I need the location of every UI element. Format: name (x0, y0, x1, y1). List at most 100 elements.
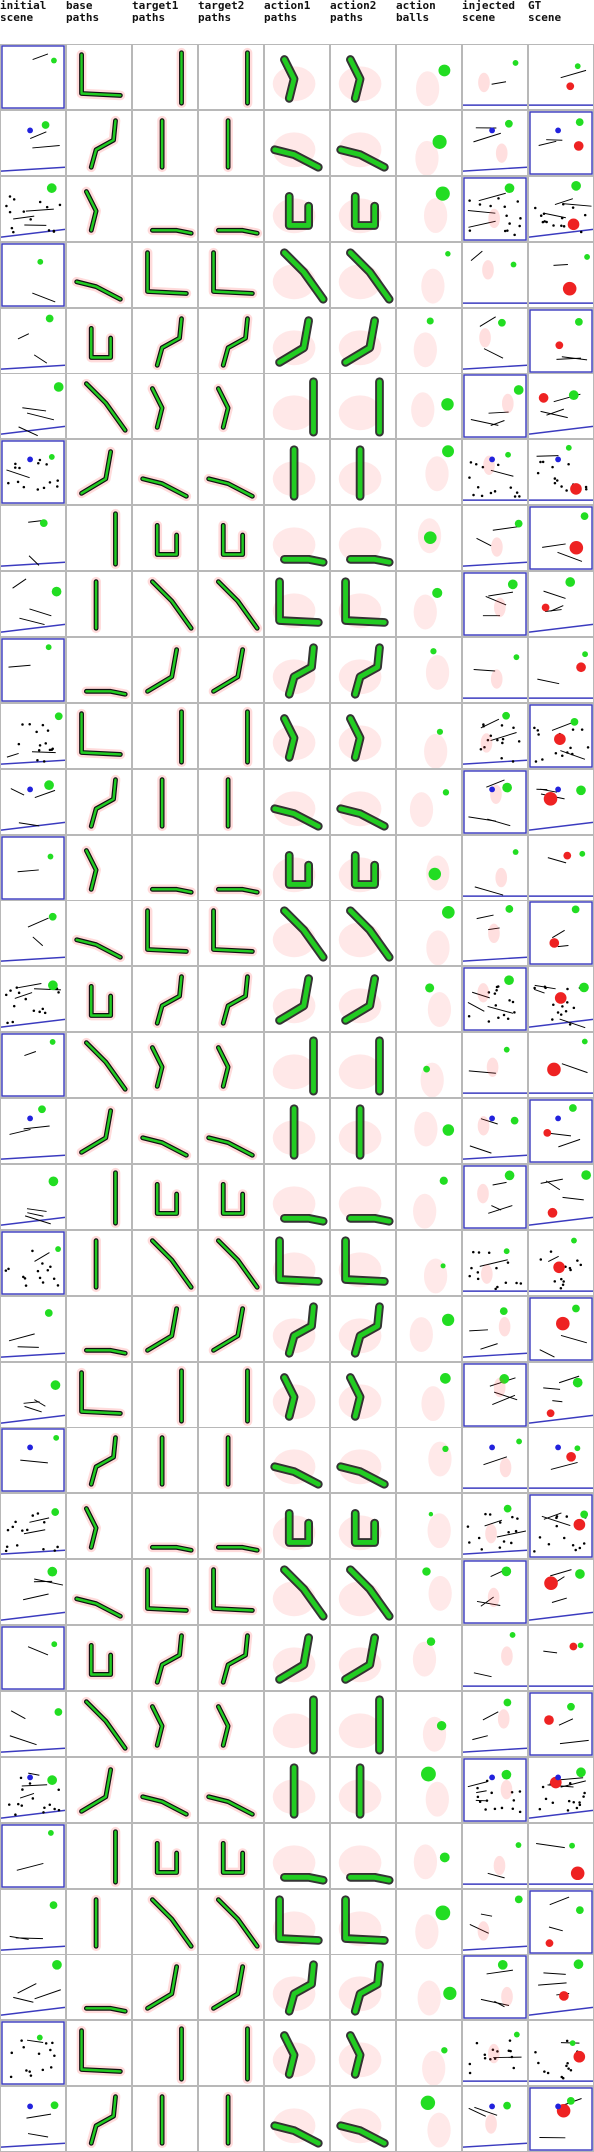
injected-scene-cell (462, 834, 528, 901)
action-balls-cell (396, 1295, 462, 1362)
injected-scene-cell (462, 505, 528, 572)
injected-scene-thumbnail (463, 519, 527, 567)
target1-paths-thumbnail (176, 706, 187, 767)
initial-scene-cell (0, 1032, 66, 1099)
action1-paths-thumbnail (270, 2108, 323, 2148)
initial-scene-thumbnail (1, 1176, 65, 1226)
action1-paths-thumbnail (272, 850, 316, 892)
base-paths-cell (66, 505, 132, 572)
action-balls-cell (396, 966, 462, 1033)
action1-paths-cell (264, 373, 330, 440)
action-balls-thumbnail (413, 587, 443, 630)
injected-scene-thumbnail (463, 1560, 527, 1624)
initial-scene-cell (0, 966, 66, 1033)
injected-scene-cell (462, 1163, 528, 1230)
gt-scene-cell (528, 571, 594, 637)
injected-scene-thumbnail (463, 769, 527, 834)
action1-paths-cell (264, 1559, 330, 1626)
action-balls-thumbnail (411, 392, 454, 428)
initial-scene-thumbnail (1, 638, 65, 702)
target2-paths-cell (198, 1625, 264, 1691)
base-paths-thumbnail (76, 1367, 126, 1418)
initial-scene-thumbnail (1, 242, 65, 307)
base-paths-thumbnail (110, 1826, 121, 1887)
initial-scene-thumbnail (1, 1823, 65, 1888)
initial-scene-thumbnail (1, 2101, 65, 2148)
action1-paths-cell (264, 1888, 330, 1955)
base-paths-cell (66, 1822, 132, 1889)
gt-scene-thumbnail (529, 1237, 593, 1292)
initial-scene-thumbnail (1, 1379, 65, 1424)
action2-paths-thumbnail (338, 1894, 389, 1946)
action1-paths-cell (264, 109, 330, 176)
gt-scene-cell (528, 373, 594, 440)
target1-paths-cell (132, 1361, 198, 1428)
action2-paths-thumbnail (338, 1695, 384, 1755)
initial-scene-thumbnail (1, 1900, 65, 1951)
gt-scene-thumbnail (529, 1296, 593, 1361)
initial-scene-thumbnail (1, 1428, 65, 1493)
initial-scene-cell (0, 1559, 66, 1626)
target1-paths-cell (132, 439, 198, 506)
action1-paths-thumbnail (272, 1301, 318, 1358)
initial-scene-thumbnail (1, 1230, 65, 1295)
initial-scene-cell (0, 44, 66, 110)
injected-scene-cell (462, 307, 528, 374)
target2-paths-cell (198, 1690, 264, 1757)
target2-paths-cell (198, 2086, 264, 2152)
gt-scene-cell (528, 1229, 594, 1296)
injected-scene-cell (462, 1493, 528, 1560)
gt-scene-thumbnail (529, 1842, 593, 1885)
initial-scene-thumbnail (1, 835, 65, 900)
base-paths-cell (66, 834, 132, 901)
base-paths-thumbnail (76, 49, 126, 101)
base-paths-cell (66, 1559, 132, 1626)
initial-scene-cell (0, 1822, 66, 1889)
gt-scene-thumbnail (529, 180, 593, 238)
action2-paths-cell (330, 109, 396, 176)
target2-paths-cell (198, 768, 264, 835)
injected-scene-thumbnail (463, 1894, 527, 1951)
base-paths-thumbnail (76, 708, 126, 760)
gt-scene-thumbnail (529, 785, 593, 831)
initial-scene-cell (0, 439, 66, 506)
injected-scene-thumbnail (463, 1306, 527, 1358)
base-paths-thumbnail (81, 845, 101, 894)
base-paths-thumbnail (86, 323, 116, 362)
initial-scene-cell (0, 307, 66, 374)
action1-paths-thumbnail (272, 1186, 328, 1226)
target2-paths-thumbnail (208, 906, 258, 957)
action1-paths-thumbnail (272, 191, 316, 233)
action2-paths-thumbnail (338, 191, 382, 233)
injected-scene-cell (462, 1756, 528, 1823)
target2-paths-cell (198, 1888, 264, 1955)
target2-paths-cell (198, 702, 264, 769)
action2-paths-thumbnail (338, 1565, 394, 1621)
target2-paths-cell (198, 834, 264, 901)
gt-scene-cell (528, 1756, 594, 1823)
target2-paths-cell (198, 307, 264, 374)
injected-scene-cell (462, 1427, 528, 1494)
base-paths-thumbnail (81, 1345, 131, 1358)
action1-paths-thumbnail (270, 790, 323, 831)
target2-paths-cell (198, 1822, 264, 1889)
base-paths-cell (66, 1229, 132, 1296)
base-paths-thumbnail (86, 981, 116, 1021)
base-paths-cell (66, 1163, 132, 1230)
action2-paths-cell (330, 702, 396, 769)
target1-paths-cell (132, 307, 198, 374)
gt-scene-cell (528, 1690, 594, 1757)
action2-paths-cell (330, 1756, 396, 1823)
gt-scene-cell (528, 834, 594, 901)
target2-paths-cell (198, 1493, 264, 1560)
target2-paths-cell (198, 373, 264, 440)
target2-paths-thumbnail (218, 1838, 248, 1877)
gt-scene-cell (528, 1098, 594, 1164)
base-paths-cell (66, 768, 132, 835)
action1-paths-thumbnail (272, 1565, 328, 1621)
action-balls-thumbnail (427, 1512, 451, 1549)
target1-paths-cell (132, 2086, 198, 2152)
action2-paths-thumbnail (338, 377, 384, 437)
action2-paths-thumbnail (338, 1236, 389, 1287)
target1-paths-thumbnail (176, 2024, 187, 2085)
